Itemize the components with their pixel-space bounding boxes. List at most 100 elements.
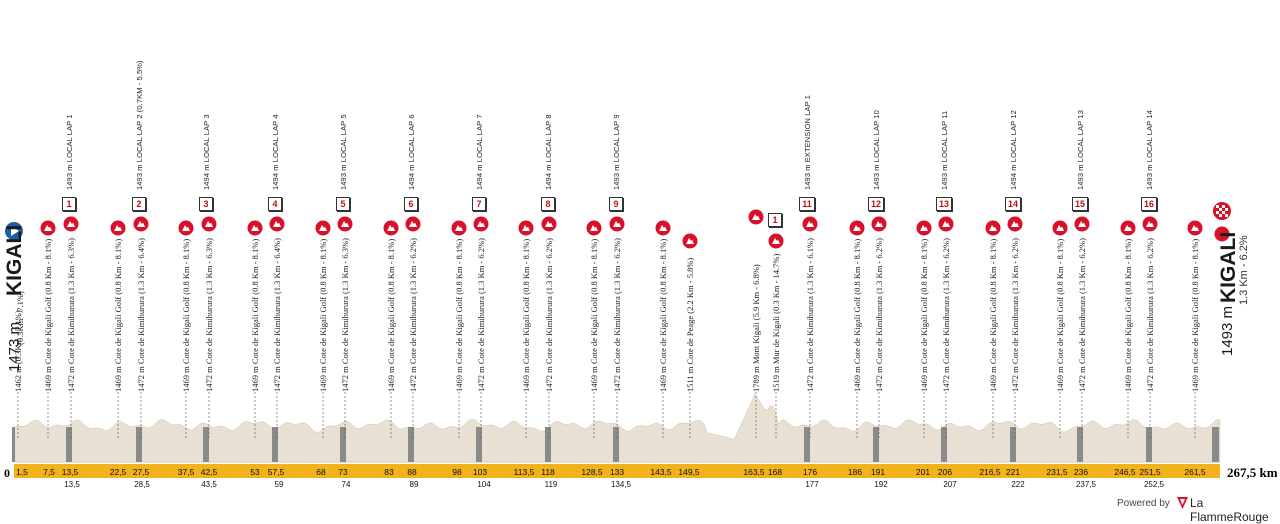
lap-marker bbox=[545, 427, 551, 462]
flamme-rouge-icon bbox=[1177, 497, 1188, 509]
lap-label: 1494 m LOCAL LAP 7 bbox=[475, 114, 484, 190]
lap-label: 1493 m LOCAL LAP 13 bbox=[1076, 110, 1085, 190]
km-label-top: 201 bbox=[915, 467, 931, 477]
lap-marker bbox=[873, 427, 879, 462]
climb-mountain-icon bbox=[1146, 221, 1154, 227]
climb-mountain-icon bbox=[686, 238, 694, 244]
climb-mountain-icon bbox=[752, 214, 760, 220]
climb-mountain-icon bbox=[1011, 221, 1019, 227]
climb-label: 1472 m Cote de Kimihurura (1.3 Km - 6.2%… bbox=[544, 238, 554, 392]
sprint-badge: 1 bbox=[768, 213, 782, 227]
climb-label: 1469 m Cote de Kigali Golf (0.8 Km - 8.1… bbox=[919, 238, 929, 392]
lap-marker bbox=[804, 427, 810, 462]
climb-mountain-icon bbox=[1124, 225, 1132, 231]
finish-climb-icon bbox=[1214, 226, 1230, 242]
climb-label: 1472 m Cote de Kimihurura (1.3 Km - 6.3%… bbox=[66, 238, 76, 392]
km-label-bottom: 222 bbox=[1011, 480, 1025, 489]
lap-badge: 15 bbox=[1072, 197, 1088, 211]
km-label-bottom: 207 bbox=[943, 480, 957, 489]
km-label-top: 22,5 bbox=[109, 467, 127, 477]
climb-label: 1469 m Cote de Kigali Golf (0.8 Km - 8.1… bbox=[658, 238, 668, 392]
lap-badge: 6 bbox=[404, 197, 418, 211]
km-label-top: 231,5 bbox=[1046, 467, 1068, 477]
climb-label: 1472 m Cote de Kimihurura (1.3 Km - 6.4%… bbox=[136, 238, 146, 392]
km-label-bottom: 177 bbox=[805, 480, 819, 489]
km-label-bottom: 192 bbox=[874, 480, 888, 489]
brand-name: La FlammeRouge bbox=[1190, 496, 1269, 524]
finish-altitude: 1493 m bbox=[1219, 305, 1236, 356]
lap-marker bbox=[136, 427, 142, 462]
climb-label: 1469 m Cote de Kigali Golf (0.8 Km - 8.1… bbox=[589, 238, 599, 392]
km-label-top: 73 bbox=[338, 467, 348, 477]
lap-marker bbox=[408, 427, 414, 462]
climb-label: 1469 m Cote de Kigali Golf (0.8 Km - 8.1… bbox=[521, 238, 531, 392]
km-label-top: 83 bbox=[384, 467, 394, 477]
km-label-top: 7,5 bbox=[43, 467, 55, 477]
lap-marker bbox=[1146, 427, 1152, 462]
lap-badge: 13 bbox=[936, 197, 952, 211]
checker-square bbox=[1222, 205, 1225, 208]
climb-mountain-icon bbox=[920, 225, 928, 231]
km-label-top: 149,5 bbox=[678, 467, 700, 477]
km-label-top: 98 bbox=[452, 467, 462, 477]
lap-badge: 1 bbox=[62, 197, 76, 211]
lap-label: 1494 m LOCAL LAP 12 bbox=[1009, 110, 1018, 190]
climb-mountain-icon bbox=[1191, 225, 1199, 231]
total-distance: 267,5 km bbox=[1227, 465, 1278, 480]
climb-mountain-icon bbox=[251, 225, 259, 231]
climb-mountain-icon bbox=[806, 221, 814, 227]
lap-label: 1493 m LOCAL LAP 1 bbox=[65, 114, 74, 190]
km-label-bottom: 74 bbox=[341, 480, 351, 489]
lap-badge: 8 bbox=[541, 197, 555, 211]
climb-label: 1511 m Cote de Peage (2.2 Km - 5.8%) bbox=[685, 257, 695, 392]
climb-mountain-icon bbox=[182, 225, 190, 231]
km-label-top: 221 bbox=[1005, 467, 1021, 477]
km-label-top: 191 bbox=[870, 467, 886, 477]
checker-square bbox=[1219, 208, 1222, 211]
km-label-bottom: 104 bbox=[477, 480, 491, 489]
climb-mountain-icon bbox=[67, 221, 75, 227]
climb-mountain-icon bbox=[273, 221, 281, 227]
km-label-bottom: 119 bbox=[544, 480, 558, 489]
climb-mountain-icon bbox=[44, 225, 52, 231]
lap-label: 1493 m LOCAL LAP 9 bbox=[612, 114, 621, 190]
climb-mountain-icon bbox=[613, 221, 621, 227]
climb-label: 1472 m Cote de Kimihurura (1.3 Km - 6.3%… bbox=[204, 238, 214, 392]
lap-badge: 7 bbox=[472, 197, 486, 211]
climb-label: 1472 m Cote de Kimihurura (1.3 Km - 6.3%… bbox=[340, 238, 350, 392]
climb-mountain-icon bbox=[942, 221, 950, 227]
lap-badge: 9 bbox=[609, 197, 623, 211]
checker-square bbox=[1222, 211, 1225, 214]
climb-label: 1472 m Cote de Kimihurura (1.3 Km - 6.2%… bbox=[1145, 238, 1155, 392]
lap-marker bbox=[203, 427, 209, 462]
km-label-top: 42,5 bbox=[200, 467, 218, 477]
climb-mountain-icon bbox=[1078, 221, 1086, 227]
lap-marker bbox=[941, 427, 947, 462]
km-label-bottom: 89 bbox=[409, 480, 419, 489]
km-label-top: 216,5 bbox=[979, 467, 1001, 477]
lap-badge: 11 bbox=[799, 197, 815, 211]
climb-label: 1519 m Mur de Kigali (0.3 Km - 14.7%) bbox=[771, 253, 781, 392]
km-label-bottom: 59 bbox=[274, 480, 284, 489]
lap-label: 1493 m EXTENSION LAP 1 bbox=[803, 94, 812, 190]
climb-mountain-icon bbox=[659, 225, 667, 231]
climb-label: 1469 m Cote de Kigali Golf (0.8 Km - 8.1… bbox=[250, 238, 260, 392]
axis-zero: 0 bbox=[4, 466, 10, 480]
lap-label: 1493 m LOCAL LAP 14 bbox=[1145, 110, 1154, 190]
climb-mountain-icon bbox=[772, 238, 780, 244]
km-label-top: 113,5 bbox=[513, 467, 535, 477]
lap-marker bbox=[1077, 427, 1083, 462]
climb-label: 1469 m Cote de Kigali Golf (0.8 Km - 8.1… bbox=[318, 238, 328, 392]
climb-label: 1472 m Cote de Kimihurura (1.3 Km - 6.2%… bbox=[1077, 238, 1087, 392]
finish-gradient: 1.3 Km - 6.2% bbox=[1238, 235, 1250, 305]
start-arrow-icon bbox=[11, 226, 19, 236]
start-city: KIGALI bbox=[3, 224, 26, 296]
climb-label: 1469 m Cote de Kigali Golf (0.8 Km - 8.1… bbox=[113, 238, 123, 392]
climb-mountain-icon bbox=[341, 221, 349, 227]
start-note: (0.3Km - 7.1%) bbox=[15, 291, 25, 345]
km-label-top: 27,5 bbox=[132, 467, 150, 477]
km-label-top: 68 bbox=[316, 467, 326, 477]
km-label-bottom: 28,5 bbox=[134, 480, 150, 489]
km-label-top: 246,5 bbox=[1114, 467, 1136, 477]
km-label-top: 53 bbox=[250, 467, 260, 477]
